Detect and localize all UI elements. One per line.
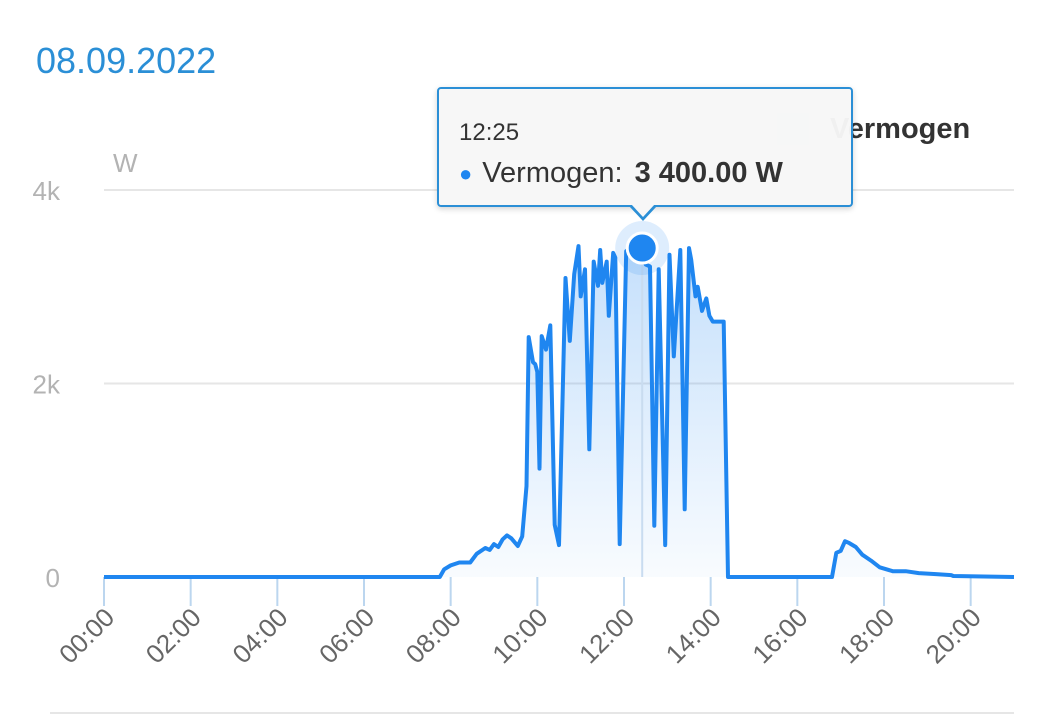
y-tick-label: 2k — [33, 370, 61, 400]
y-tick-label: 4k — [33, 176, 61, 206]
x-tick-label: 02:00 — [140, 602, 207, 669]
series-line-vermogen — [104, 244, 1015, 579]
highlight-layer — [615, 221, 670, 577]
x-tick-label: 08:00 — [400, 602, 467, 669]
highlight-point — [625, 231, 659, 265]
legend-label-vermogen[interactable]: Vermogen — [830, 112, 971, 145]
tooltip-value: 3 400.00 W — [634, 157, 783, 189]
x-tick-label: 14:00 — [660, 602, 727, 669]
x-tick-label: 16:00 — [746, 602, 813, 669]
x-tick-label: 00:00 — [53, 602, 120, 669]
tooltip-row: ● Vermogen: 3 400.00 W — [459, 157, 783, 190]
x-tick-label: 20:00 — [920, 602, 987, 669]
data-tooltip: 12:25 ● Vermogen: 3 400.00 W — [437, 87, 853, 207]
series-dot-icon: ● — [459, 160, 473, 186]
grid-lines — [104, 189, 1014, 385]
axes: 0 2k 4k 00:00 02:00 04:00 06:00 08:00 10:00 12:00… — [33, 176, 987, 669]
x-tick-label: 12:00 — [573, 602, 640, 669]
x-tick-label: 04:00 — [226, 602, 293, 669]
x-tick-label: 18:00 — [833, 602, 900, 669]
x-tick-label: 06:00 — [313, 602, 380, 669]
series-line-layer — [104, 244, 1015, 579]
tooltip-pointer-fill — [631, 204, 655, 217]
tooltip-time: 12:25 — [459, 119, 520, 146]
y-axis-unit-label: W — [113, 148, 138, 178]
tooltip-series-label: Vermogen: — [482, 157, 623, 189]
x-tick-label: 10:00 — [486, 602, 553, 669]
chart-date-title: 08.09.2022 — [36, 40, 217, 81]
bottom-divider — [50, 712, 1014, 714]
y-tick-label: 0 — [46, 563, 60, 593]
